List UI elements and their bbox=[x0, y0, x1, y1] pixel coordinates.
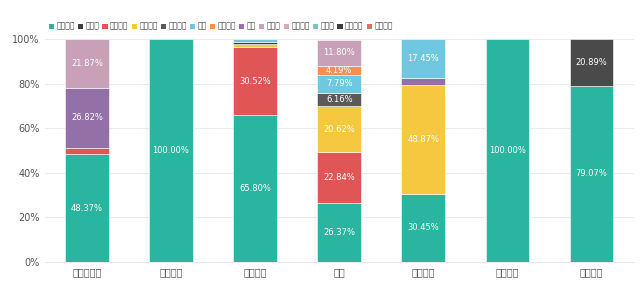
Bar bbox=[317, 106, 361, 152]
Text: 48.37%: 48.37% bbox=[71, 203, 103, 213]
Text: 20.62%: 20.62% bbox=[323, 125, 355, 134]
Text: 11.80%: 11.80% bbox=[323, 48, 355, 57]
Text: 48.87%: 48.87% bbox=[407, 135, 439, 144]
Text: 65.80%: 65.80% bbox=[239, 184, 271, 193]
Bar bbox=[317, 152, 361, 203]
Bar bbox=[317, 75, 361, 93]
Text: 26.37%: 26.37% bbox=[323, 228, 355, 237]
Text: 21.87%: 21.87% bbox=[71, 59, 103, 68]
Bar bbox=[401, 78, 445, 85]
Text: 100.00%: 100.00% bbox=[152, 146, 189, 155]
Bar bbox=[317, 40, 361, 66]
Text: 30.52%: 30.52% bbox=[239, 77, 271, 86]
Bar bbox=[65, 147, 109, 154]
Bar bbox=[65, 88, 109, 147]
Bar bbox=[317, 66, 361, 75]
Text: 100.00%: 100.00% bbox=[489, 146, 526, 155]
Bar bbox=[233, 42, 277, 44]
Bar bbox=[401, 39, 445, 78]
Bar bbox=[233, 44, 277, 47]
Text: 26.82%: 26.82% bbox=[71, 113, 103, 122]
Bar bbox=[149, 39, 193, 262]
Bar bbox=[233, 115, 277, 262]
Bar bbox=[486, 39, 529, 262]
Text: 4.19%: 4.19% bbox=[326, 66, 353, 75]
Bar bbox=[317, 93, 361, 106]
Legend: 宁德时代, 多氟多, 国轩高科, 瑞浦能源, 孚能科技, 力神, 蜂巢能源, 其他, 塔菲尔, 天津捷威, 欣旺达, 亿纬锂能, 中航锂电: 宁德时代, 多氟多, 国轩高科, 瑞浦能源, 孚能科技, 力神, 蜂巢能源, 其… bbox=[49, 22, 393, 31]
Bar bbox=[570, 86, 613, 262]
Bar bbox=[233, 39, 277, 42]
Text: 6.16%: 6.16% bbox=[326, 95, 353, 104]
Bar bbox=[570, 39, 613, 86]
Bar bbox=[401, 85, 445, 194]
Text: 20.89%: 20.89% bbox=[575, 58, 607, 67]
Text: 7.79%: 7.79% bbox=[326, 79, 353, 88]
Bar bbox=[317, 203, 361, 262]
Text: 79.07%: 79.07% bbox=[575, 169, 607, 178]
Text: 22.84%: 22.84% bbox=[323, 173, 355, 182]
Bar bbox=[65, 154, 109, 262]
Bar bbox=[65, 39, 109, 88]
Bar bbox=[401, 194, 445, 262]
Text: 17.45%: 17.45% bbox=[408, 54, 439, 63]
Text: 30.45%: 30.45% bbox=[408, 223, 439, 232]
Bar bbox=[233, 47, 277, 115]
